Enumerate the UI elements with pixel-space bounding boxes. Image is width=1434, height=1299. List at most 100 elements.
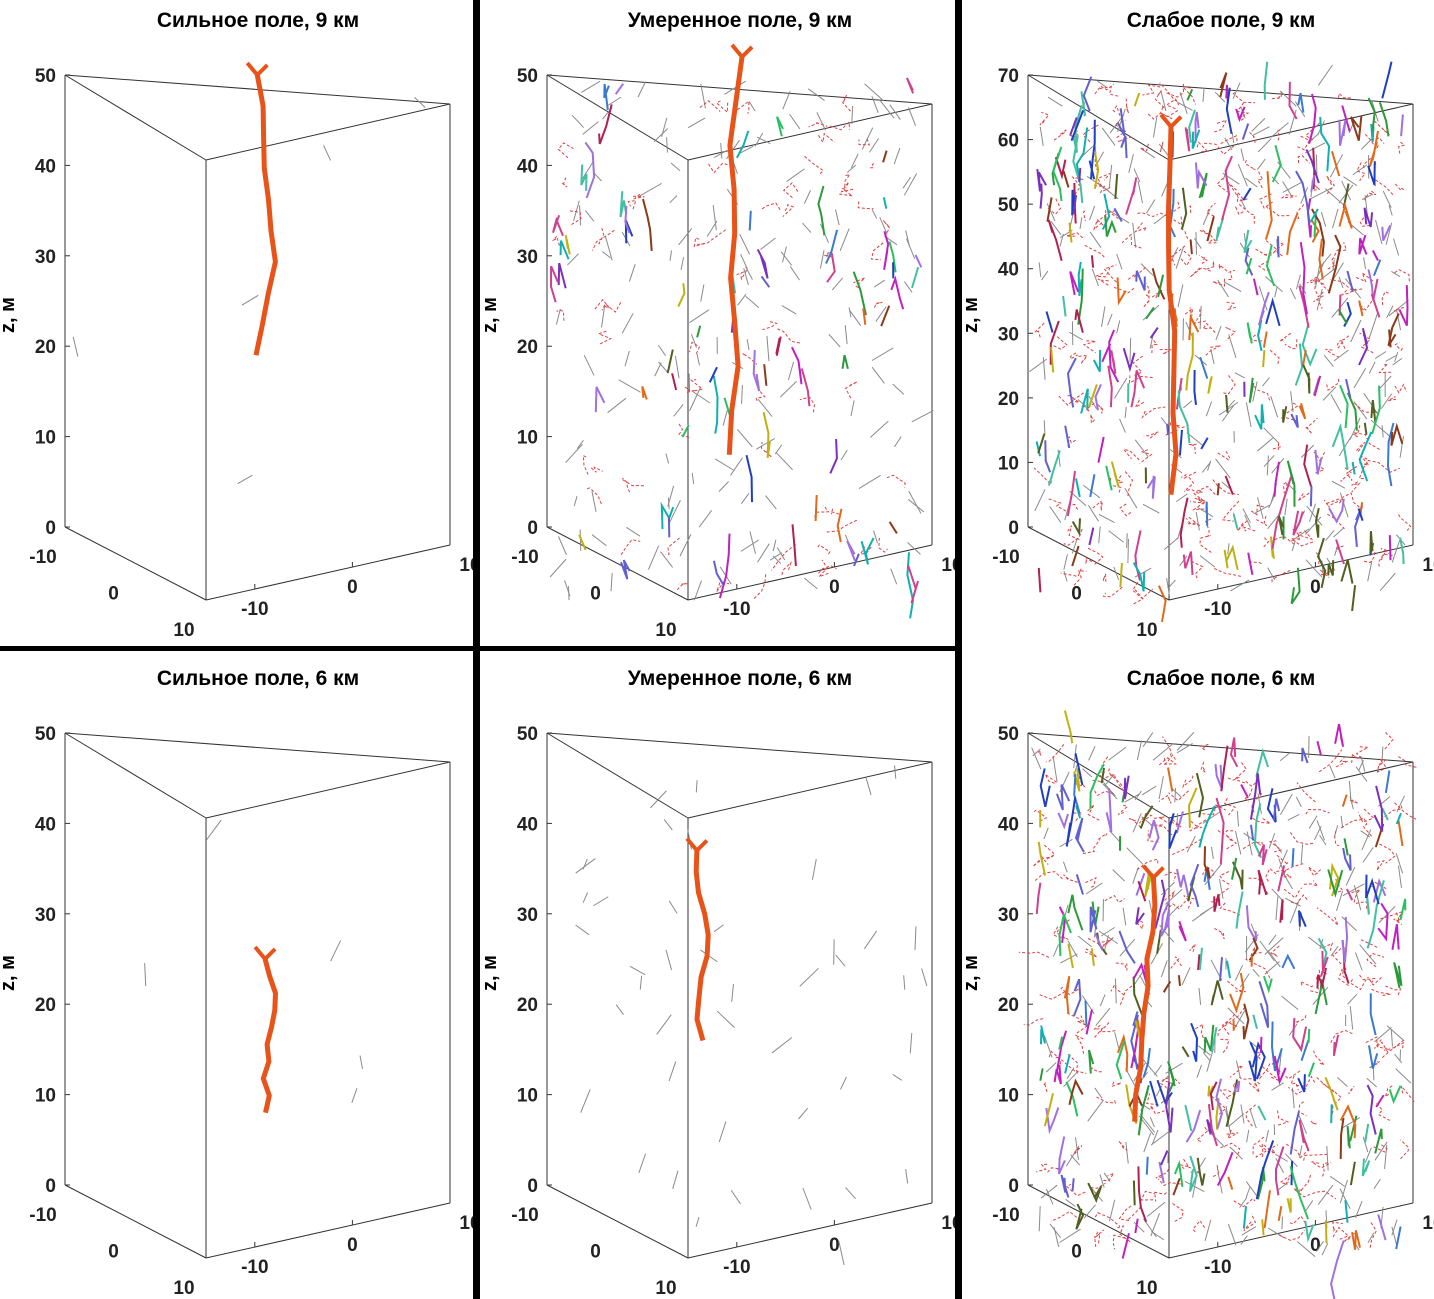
colored-branch <box>1327 234 1342 294</box>
background-segment <box>1362 1136 1369 1153</box>
background-segment <box>1063 570 1068 582</box>
colored-branch <box>1075 127 1089 181</box>
colored-branch <box>1221 155 1234 221</box>
dashed-link <box>1226 301 1239 311</box>
dashed-link <box>1189 943 1196 952</box>
dashed-link <box>1330 279 1363 292</box>
colored-branch <box>1351 461 1356 475</box>
z-tick-label: 30 <box>998 905 1019 926</box>
background-segment <box>1174 788 1177 803</box>
background-segment <box>1046 203 1056 222</box>
dashed-link <box>1289 1215 1306 1225</box>
dashed-link <box>882 220 890 233</box>
colored-branch <box>1036 168 1047 192</box>
background-segment <box>873 279 885 288</box>
colored-branch <box>1341 794 1348 807</box>
dashed-link <box>1090 414 1095 425</box>
background-segment <box>1218 878 1224 899</box>
colored-branch <box>1135 270 1146 291</box>
background-segment <box>606 96 622 107</box>
background-segment <box>870 420 889 438</box>
dashed-link <box>1237 520 1248 532</box>
background-segment <box>771 1037 793 1054</box>
background-segment <box>1104 773 1115 787</box>
dashed-link <box>1379 843 1396 864</box>
dashed-link <box>1259 193 1274 209</box>
colored-branch <box>671 373 678 391</box>
colored-branch <box>1297 93 1305 113</box>
dashed-link <box>1124 471 1133 497</box>
z-tick-label: 40 <box>35 814 56 835</box>
colored-branch <box>1169 188 1177 238</box>
dashed-link <box>1393 912 1403 926</box>
dashed-link <box>1384 1085 1393 1099</box>
z-axis-label: z, м <box>960 297 982 333</box>
colored-branch <box>1073 774 1081 814</box>
background-segment <box>1333 349 1349 362</box>
dashed-link <box>1101 756 1109 773</box>
dashed-link <box>1225 834 1237 850</box>
background-segment <box>1234 372 1245 379</box>
colored-branch <box>1277 1206 1283 1221</box>
dashed-link <box>1297 491 1312 502</box>
background-segment <box>558 536 567 556</box>
background-segment <box>700 284 705 302</box>
dashed-link <box>1084 244 1105 258</box>
colored-branch <box>1090 119 1096 180</box>
z-tick-label: 60 <box>998 131 1019 152</box>
background-segment <box>908 490 922 514</box>
dashed-link <box>1127 267 1146 281</box>
dashed-link <box>1277 1110 1290 1126</box>
background-segment <box>1124 406 1127 418</box>
background-segment <box>549 558 567 578</box>
background-segment <box>1270 395 1279 418</box>
dashed-link <box>853 277 866 289</box>
background-segment <box>679 534 692 557</box>
dashed-link <box>1288 1086 1307 1095</box>
colored-branch <box>1039 183 1043 209</box>
background-segment <box>811 858 817 880</box>
background-segment <box>1253 504 1270 515</box>
background-segment <box>739 145 754 154</box>
colored-branch <box>1087 1182 1103 1204</box>
panel-title: Слабое поле, 9 км <box>1127 9 1315 32</box>
dashed-link <box>868 162 875 169</box>
dashed-link <box>1193 307 1206 324</box>
colored-branch <box>1040 1025 1046 1045</box>
colored-branch <box>1300 1039 1310 1062</box>
colored-branch <box>1056 1030 1068 1071</box>
background-segment <box>871 366 885 384</box>
colored-branch <box>1066 357 1077 408</box>
dashed-link <box>1333 878 1344 894</box>
background-segment <box>713 150 727 158</box>
background-segment <box>838 1240 845 1266</box>
dashed-link <box>1376 1103 1391 1121</box>
main-channel-fork <box>730 43 754 59</box>
colored-branch <box>1043 1093 1054 1127</box>
dashed-link <box>1092 774 1105 783</box>
background-segment <box>626 526 641 537</box>
dashed-link <box>1289 538 1314 547</box>
dashed-link <box>715 99 729 114</box>
colored-branch <box>1289 1165 1310 1220</box>
dashed-link <box>1058 392 1084 406</box>
background-segment <box>576 439 584 450</box>
background-segment <box>669 500 681 523</box>
colored-branch <box>1071 545 1080 567</box>
colored-branch <box>1104 215 1117 237</box>
background-segment <box>1316 1240 1324 1252</box>
dashed-link <box>1119 503 1133 517</box>
colored-branch <box>888 241 897 273</box>
background-segment <box>1140 263 1154 276</box>
background-segment <box>1337 1077 1348 1088</box>
colored-branch <box>1307 1062 1315 1077</box>
background-segment <box>1381 425 1384 438</box>
colored-branch <box>1372 259 1382 276</box>
colored-branch <box>666 349 674 374</box>
dashed-link <box>1115 962 1128 971</box>
colored-branch <box>1257 291 1270 326</box>
background-segment <box>1196 1064 1203 1078</box>
colored-branch <box>1257 844 1268 866</box>
dashed-link <box>1327 513 1345 530</box>
colored-branch <box>1366 1084 1377 1135</box>
